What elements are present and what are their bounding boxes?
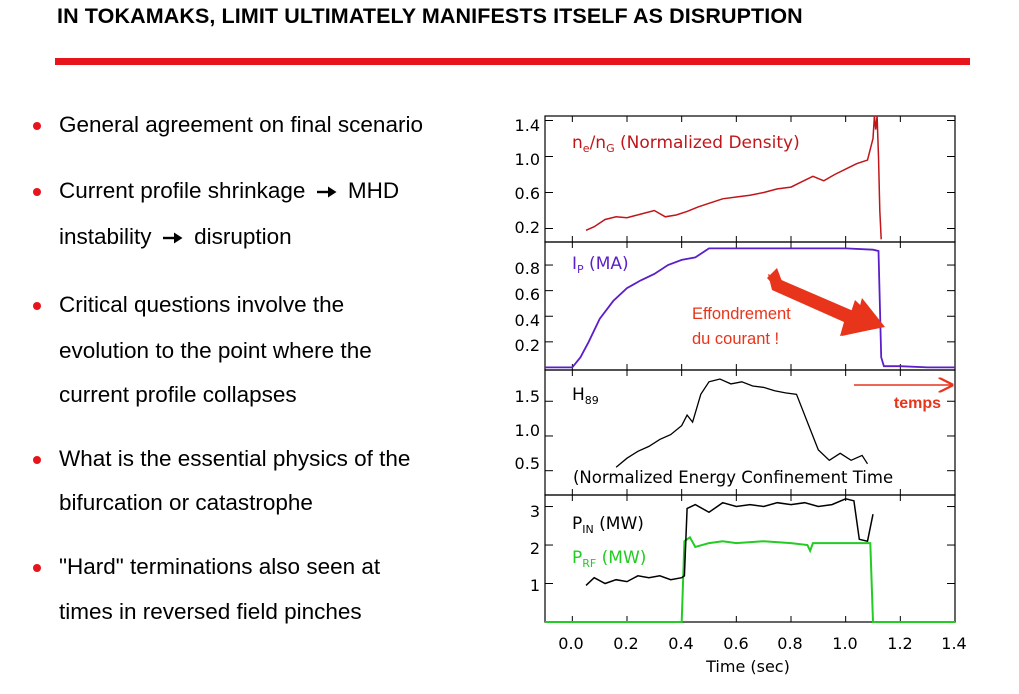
- bullet-text: bifurcation or catastrophe: [59, 490, 313, 515]
- density-label: ne/nG (Normalized Density): [572, 133, 800, 155]
- bullet-text: times in reversed field pinches: [59, 599, 362, 624]
- current-label: IP (MA): [572, 254, 629, 276]
- y-tick-label: 0.5: [515, 454, 540, 473]
- bullet-text: MHD: [347, 178, 400, 203]
- rf-power-label: PRF (MW): [572, 548, 646, 570]
- bullet-dot-icon: [33, 122, 41, 130]
- disruption-figure: 1.4 1.0 0.6 0.2 0.8 0.6 0.4 0.2 1.5 1.0 …: [515, 115, 967, 676]
- x-tick-label: 0.6: [723, 634, 748, 653]
- y-tick-label: 1.0: [515, 421, 540, 440]
- y-tick-label: 2: [530, 539, 540, 558]
- x-tick-label: 1.0: [832, 634, 857, 653]
- confinement-caption: (Normalized Energy Confinement Time: [573, 468, 893, 487]
- y-tick-label: 0.2: [515, 336, 540, 355]
- x-tick-label: 0.2: [613, 634, 638, 653]
- y-tick-label: 1.4: [515, 116, 540, 135]
- bullet-text: "Hard" terminations also seen at: [59, 554, 381, 579]
- x-tick-label: 0.8: [777, 634, 802, 653]
- density-series-line: [585, 115, 882, 240]
- current-series-line: [545, 247, 955, 369]
- bullet-text: General agreement on final scenario: [59, 112, 423, 137]
- bullet-line: instability disruption: [59, 214, 292, 260]
- annotation-text: du courant !: [692, 330, 779, 348]
- bullet-line: Current profile shrinkage MHD: [59, 168, 399, 214]
- bullet-text: Current profile shrinkage: [59, 178, 306, 203]
- y-tick-label: 0.6: [515, 184, 540, 203]
- y-tick-label: 1: [530, 576, 540, 595]
- bullet-dot-icon: [33, 456, 41, 464]
- right-arrow-icon: [316, 186, 337, 198]
- collapse-arrow-body: [768, 274, 885, 336]
- x-tick-label: 0.4: [668, 634, 693, 653]
- axis-ticks: [545, 116, 956, 622]
- title-underline: [55, 58, 970, 65]
- confinement-label: H89: [572, 385, 599, 407]
- bullet-text: current profile collapses: [59, 382, 297, 407]
- bullet-dot-icon: [33, 302, 41, 310]
- time-arrow-label: temps: [894, 395, 941, 412]
- bullet-dot-icon: [33, 564, 41, 572]
- y-tick-label: 0.8: [515, 259, 540, 278]
- bullet-dot-icon: [33, 188, 41, 196]
- right-arrow-icon: [162, 232, 183, 244]
- bullet-text: evolution to the point where the: [59, 338, 372, 363]
- input-power-series-line: [585, 498, 874, 586]
- y-tick-label: 3: [530, 502, 540, 521]
- bullet-text: Critical questions involve the: [59, 292, 345, 317]
- x-tick-label: 1.2: [887, 634, 912, 653]
- slide-title: IN TOKAMAKS, LIMIT ULTIMATELY MANIFESTS …: [57, 4, 803, 28]
- rf-power-series-line: [545, 535, 955, 623]
- y-tick-label: 0.2: [515, 218, 540, 237]
- bullet-text: disruption: [194, 224, 292, 249]
- bullet-text: What is the essential physics of the: [59, 446, 411, 471]
- y-tick-label: 0.4: [515, 311, 540, 330]
- y-tick-label: 1.0: [515, 150, 540, 169]
- x-axis-label: Time (sec): [705, 657, 790, 676]
- y-tick-label: 0.6: [515, 285, 540, 304]
- confinement-series-line: [615, 378, 869, 468]
- annotation-text: Effondrement: [692, 305, 791, 323]
- power-panel-frame: [544, 494, 956, 623]
- input-power-label: PIN (MW): [572, 514, 644, 536]
- x-tick-label: 0.0: [558, 634, 583, 653]
- x-tick-label: 1.4: [941, 634, 966, 653]
- bullet-text: instability: [59, 224, 152, 249]
- y-tick-label: 1.5: [515, 387, 540, 406]
